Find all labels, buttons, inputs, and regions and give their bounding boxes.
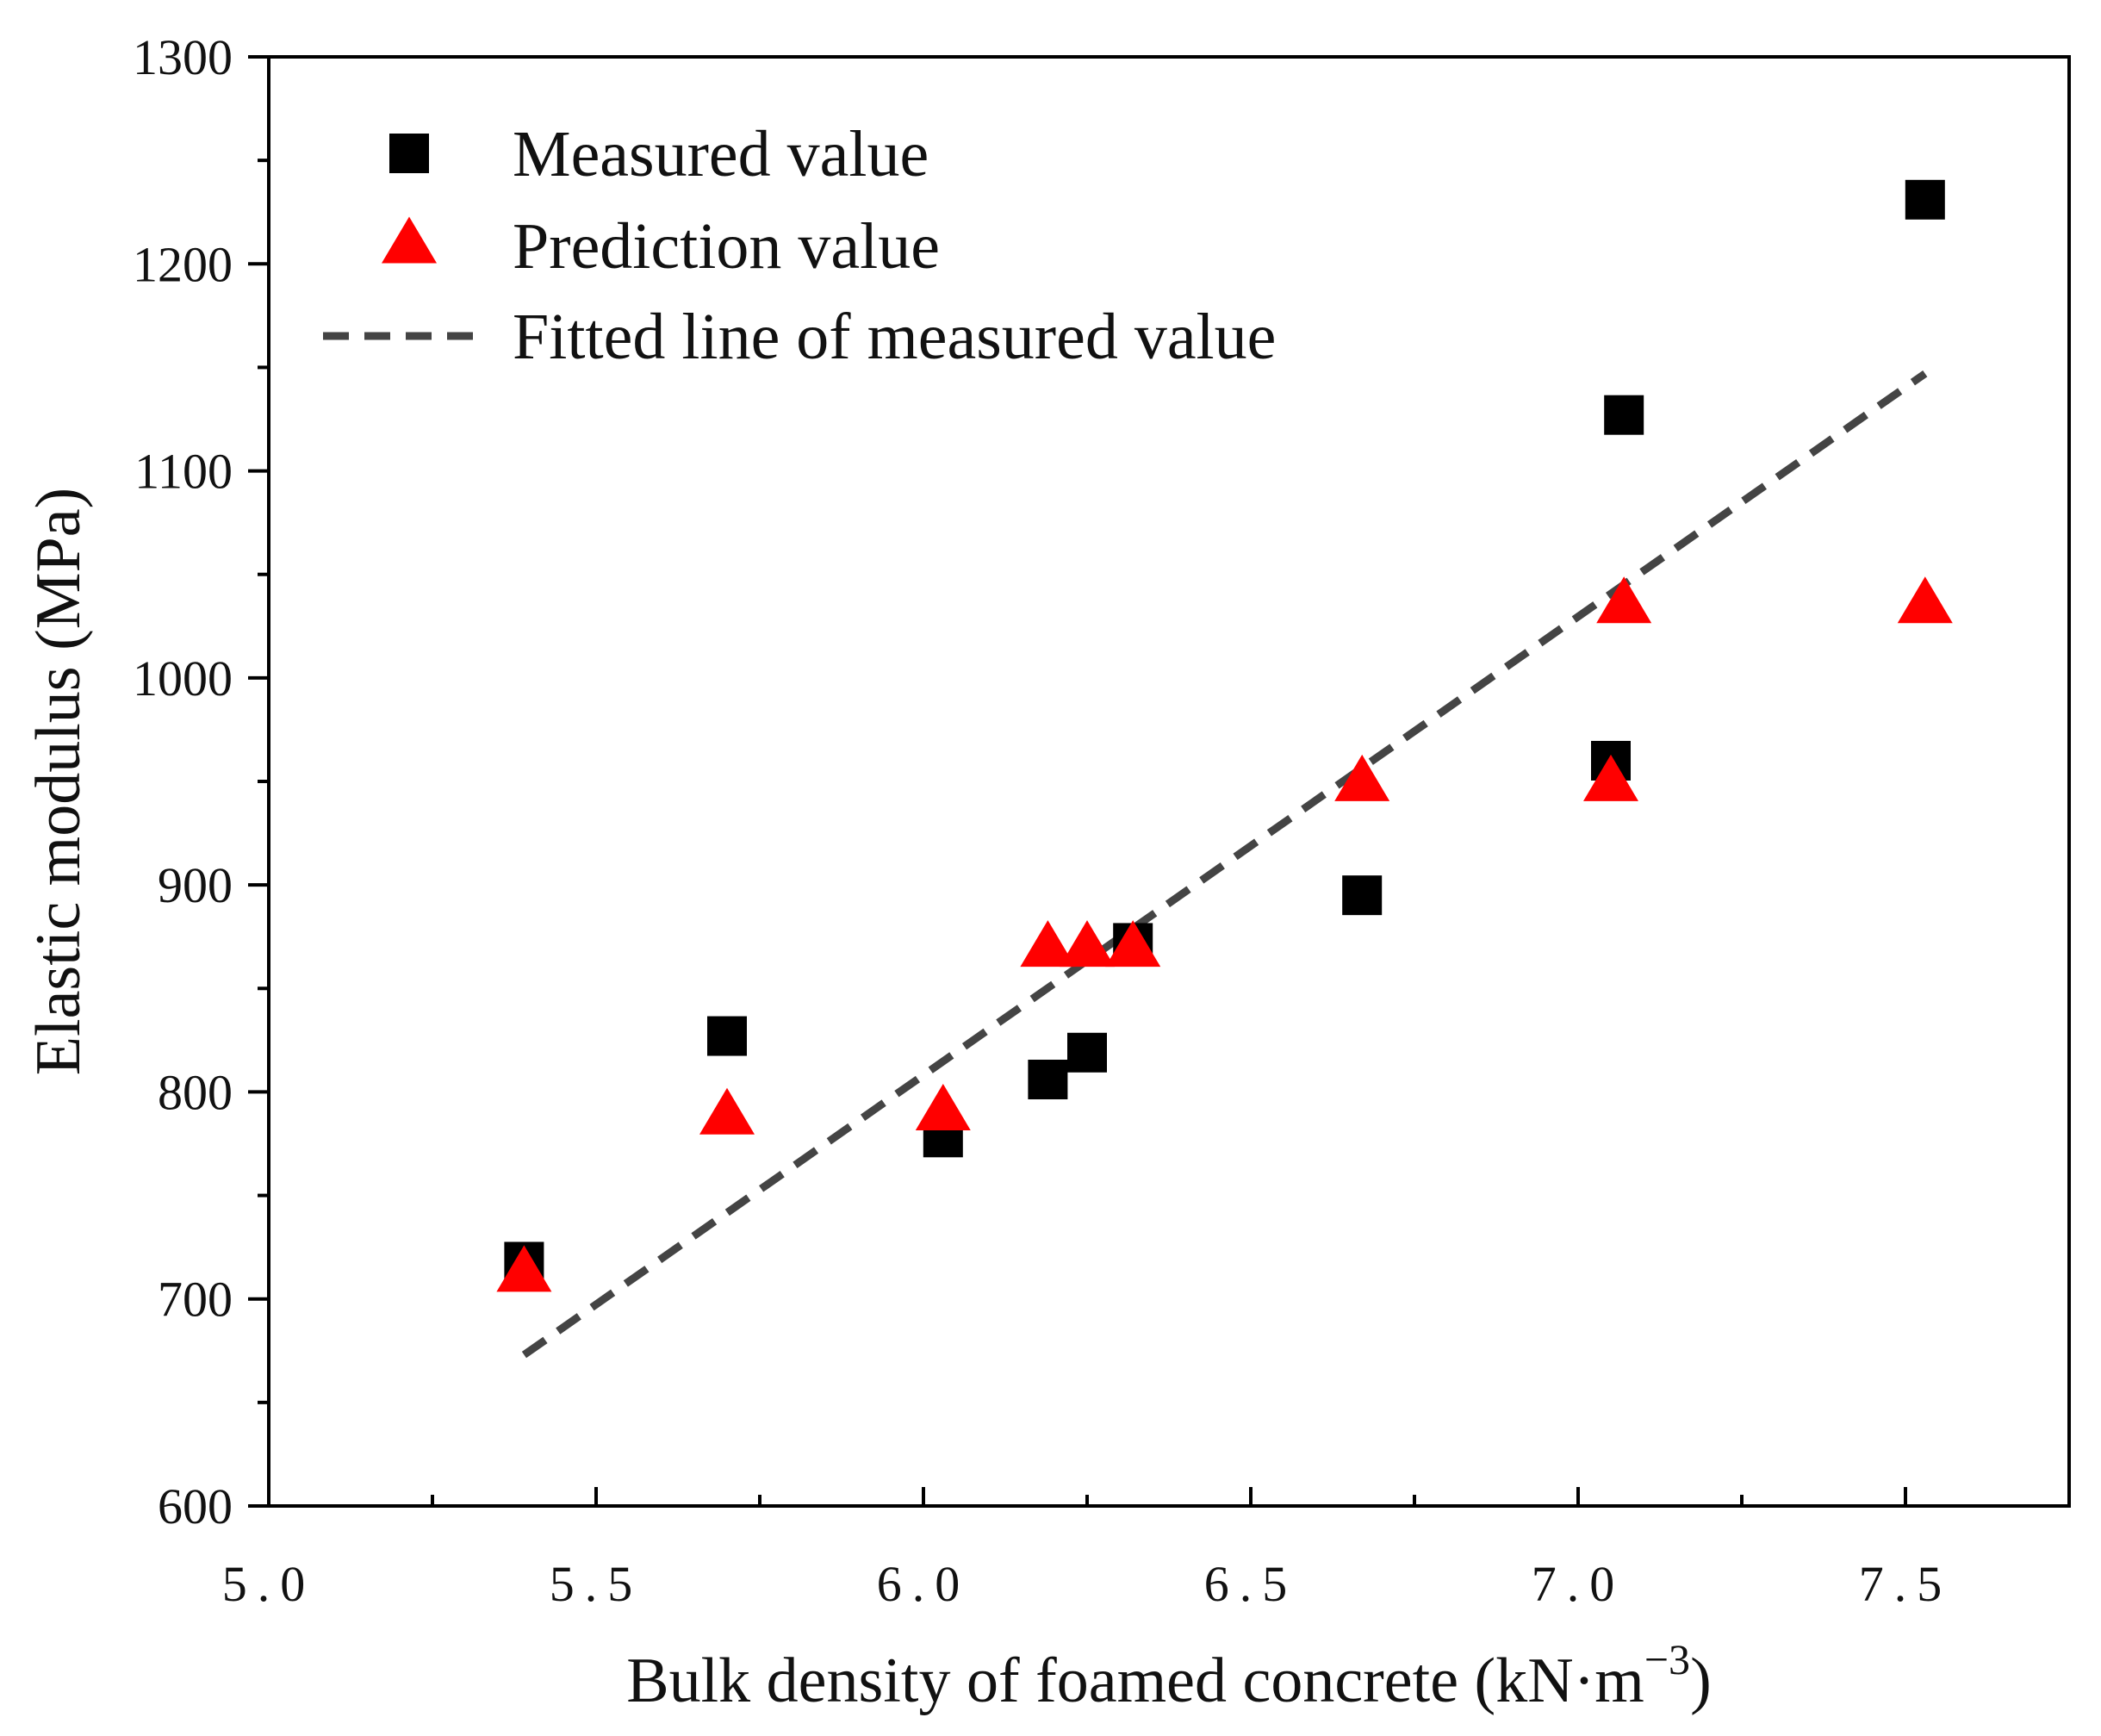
legend-measured-marker [389,134,429,173]
prediction-point [1060,920,1115,968]
x-axis-title-superscript: −3 [1644,1635,1690,1683]
data-marks [496,179,1953,1292]
prediction-point [496,1245,552,1292]
fitted-line [521,370,1928,1359]
prediction-point [915,1083,971,1130]
x-tick-label: 6.5 [1204,1556,1298,1612]
prediction-point [699,1087,755,1135]
legend-label-measured: Measured value [513,118,929,190]
legend-label-prediction: Prediction value [513,210,940,283]
x-axis-title-main: Bulk density of foamed concrete (kN·m [626,1646,1644,1716]
prediction-point [1596,576,1652,624]
prediction-point [1334,754,1390,801]
measured-point [1028,1060,1068,1100]
axis-ticks: 5.0 5.5 6.0 6.5 7.0 7.5 600 700 800 900 1000 1100 12… [133,29,1953,1612]
x-tick-label: 5.0 [222,1556,316,1612]
x-axis-title-suffix: ) [1690,1646,1712,1716]
measured-point [1067,1032,1107,1073]
legend-prediction-marker [382,216,437,264]
prediction-point [1105,920,1161,968]
measured-point [707,1016,747,1056]
prediction-point [1897,576,1953,624]
y-tick-label: 1200 [133,236,233,292]
measured-point [1604,395,1644,435]
y-tick-label: 800 [158,1064,233,1120]
y-tick-label: 600 [158,1478,233,1534]
legend-label-fitted: Fitted line of measured value [513,301,1276,373]
y-tick-label: 1000 [133,650,233,706]
y-tick-label: 1100 [134,444,233,500]
x-tick-label: 7.0 [1532,1556,1625,1612]
measured-point [1342,875,1383,916]
x-tick-label: 7.5 [1859,1556,1953,1612]
x-axis-title: Bulk density of foamed concrete (kN·m−3) [626,1635,1711,1716]
x-tick-label: 6.0 [877,1556,971,1612]
x-tick-label: 5.5 [550,1556,643,1612]
prediction-point [1583,754,1638,801]
legend: Measured value Prediction value Fitted lin… [323,118,1276,373]
y-tick-label: 1300 [133,29,233,85]
measured-point [1905,179,1945,220]
y-tick-label: 700 [158,1272,233,1328]
fitted-line-layer [521,370,1928,1359]
prediction-point [1020,920,1076,968]
plot-frame [267,55,2071,1508]
y-axis-title: Elastic modulus (MPa) [23,488,94,1075]
y-tick-label: 900 [158,857,233,913]
